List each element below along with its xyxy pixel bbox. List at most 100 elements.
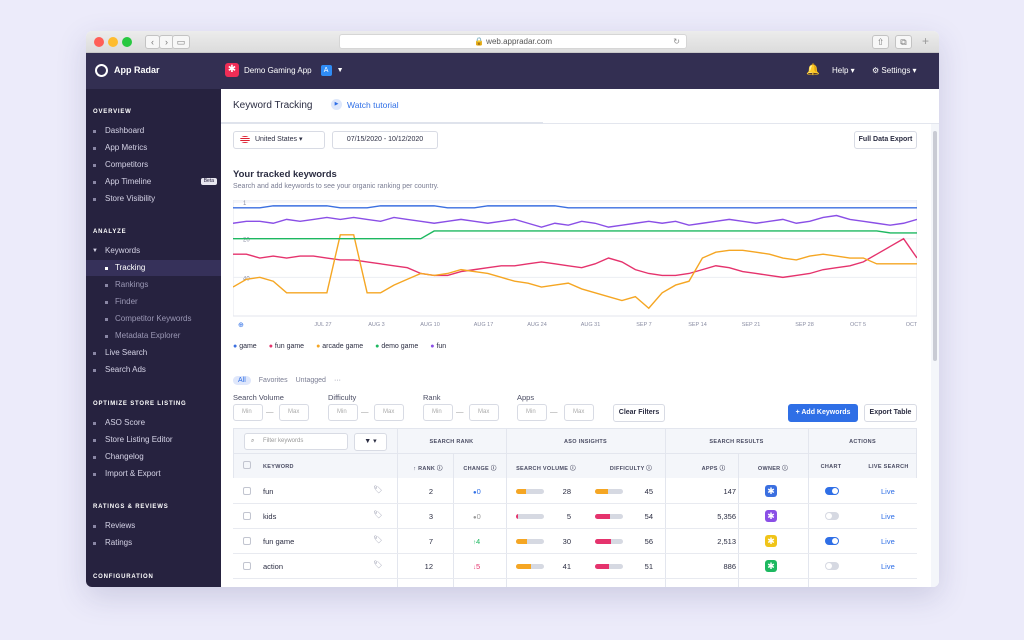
rank-max[interactable]: Max	[469, 404, 499, 421]
country-selector[interactable]: United States ▾	[233, 131, 325, 149]
difficulty-min[interactable]: Min	[328, 404, 358, 421]
series-line-fun-game[interactable]	[233, 237, 917, 279]
owner-app-icon[interactable]: ✱	[765, 485, 777, 497]
col-keyword[interactable]: KEYWORD	[263, 464, 294, 470]
row-checkbox[interactable]	[243, 537, 251, 545]
new-tab-icon[interactable]: +	[922, 34, 930, 48]
sidebar-item-metadata-explorer[interactable]: Metadata Explorer	[86, 328, 221, 344]
sidebar-item-store-listing-editor[interactable]: Store Listing Editor	[86, 432, 221, 448]
reload-icon[interactable]: ↻	[673, 37, 680, 46]
sidebar-item-changelog[interactable]: Changelog	[86, 449, 221, 465]
tab-favorites[interactable]: Favorites	[258, 377, 288, 384]
tag-icon[interactable]: 🏷	[373, 560, 383, 569]
sidebar-item-competitor-keywords[interactable]: Competitor Keywords	[86, 311, 221, 327]
table-row[interactable]: action 🏷 12 ↓5 41 51 886 ✱ Live	[233, 554, 917, 579]
owner-app-icon[interactable]: ✱	[765, 560, 777, 572]
sidebar-item-app-timeline[interactable]: App Timeline Beta	[86, 174, 221, 190]
col-chart: CHART	[820, 464, 842, 470]
sidebar-item-reviews[interactable]: Reviews	[86, 518, 221, 534]
row-checkbox[interactable]	[243, 512, 251, 520]
sidebar-item-aso-score[interactable]: ASO Score	[86, 415, 221, 431]
sidebar-item-competitors[interactable]: Competitors	[86, 157, 221, 173]
apps-min[interactable]: Min	[517, 404, 547, 421]
sidebar-item-rankings[interactable]: Rankings	[86, 277, 221, 293]
watch-tutorial-link[interactable]: ▶ Watch tutorial	[331, 99, 399, 110]
col-apps[interactable]: APPS ⓘ	[701, 466, 726, 472]
legend-item[interactable]: ● fun	[430, 343, 446, 350]
tab-more[interactable]: ···	[333, 377, 341, 384]
zoom-icon[interactable]: ⊕	[238, 322, 244, 329]
col-search-volume[interactable]: SEARCH VOLUME ⓘ	[516, 466, 576, 472]
table-row[interactable]: fun 🏷 2 ●0 28 45 147 ✱ Live	[233, 479, 917, 504]
tag-icon[interactable]: 🏷	[373, 510, 383, 519]
table-row[interactable]: fun game 🏷 7 ↑4 30 56 2,513 ✱ Live	[233, 529, 917, 554]
export-table-button[interactable]: Export Table	[864, 404, 917, 422]
legend-item[interactable]: ● demo game	[375, 343, 418, 350]
tag-icon[interactable]: 🏷	[373, 535, 383, 544]
live-search-link[interactable]: Live	[881, 562, 895, 571]
col-change[interactable]: CHANGE ⓘ	[463, 466, 497, 472]
owner-app-icon[interactable]: ✱	[765, 510, 777, 522]
legend-item[interactable]: ● fun game	[269, 343, 304, 350]
minimize-window-button[interactable]	[108, 37, 118, 47]
search-volume-min[interactable]: Min	[233, 404, 263, 421]
series-line-arcade-game[interactable]	[233, 234, 917, 310]
filter-keywords-input[interactable]: ⌕ Filter keywords	[244, 433, 348, 450]
sidebar-item-live-search[interactable]: Live Search	[86, 345, 221, 361]
back-button[interactable]: ‹	[145, 35, 160, 49]
sidebar-toggle-icon[interactable]: ▭	[172, 35, 190, 49]
col-difficulty[interactable]: DIFFICULTY ⓘ	[609, 466, 653, 472]
sidebar-item-import-export[interactable]: Import & Export	[86, 466, 221, 482]
live-search-link[interactable]: Live	[881, 487, 895, 496]
settings-menu[interactable]: ⚙ Settings ▾	[872, 66, 917, 75]
series-line-fun[interactable]	[233, 214, 917, 228]
select-all-checkbox[interactable]	[243, 461, 251, 469]
clear-filters-button[interactable]: Clear Filters	[613, 404, 665, 422]
sidebar-item-finder[interactable]: Finder	[86, 294, 221, 310]
col-owner[interactable]: OWNER ⓘ	[757, 466, 789, 472]
chart-toggle[interactable]	[825, 487, 839, 495]
legend-item[interactable]: ● arcade game	[316, 343, 363, 350]
close-window-button[interactable]	[94, 37, 104, 47]
chart-toggle[interactable]	[825, 512, 839, 520]
sidebar-item-search-ads[interactable]: Search Ads	[86, 362, 221, 378]
sidebar-item-store-visibility[interactable]: Store Visibility	[86, 191, 221, 207]
owner-app-icon[interactable]: ✱	[765, 535, 777, 547]
difficulty-max[interactable]: Max	[374, 404, 404, 421]
live-search-link[interactable]: Live	[881, 512, 895, 521]
search-volume-max[interactable]: Max	[279, 404, 309, 421]
series-line-demo-game[interactable]	[233, 230, 917, 240]
rank-min[interactable]: Min	[423, 404, 453, 421]
app-selector[interactable]: ✱ Demo Gaming App A ▼	[225, 63, 344, 77]
share-icon[interactable]: ⇧	[872, 35, 889, 49]
tabs-icon[interactable]: ⧉	[895, 35, 912, 49]
address-bar[interactable]: 🔒 web.appradar.com ↻	[339, 34, 687, 49]
sidebar-item-tracking[interactable]: Tracking	[86, 260, 221, 276]
help-menu[interactable]: Help ▾	[832, 66, 855, 75]
add-keywords-button[interactable]: + Add Keywords	[788, 404, 858, 422]
date-range-picker[interactable]: 07/15/2020 - 10/12/2020	[332, 131, 438, 149]
sidebar-item-keywords[interactable]: ▼ Keywords	[86, 243, 221, 259]
sidebar-item-dashboard[interactable]: Dashboard	[86, 123, 221, 139]
row-checkbox[interactable]	[243, 487, 251, 495]
legend-item[interactable]: ● game	[233, 343, 257, 350]
tab-all[interactable]: All	[233, 376, 251, 385]
scrollbar[interactable]	[933, 131, 937, 361]
tab-untagged[interactable]: Untagged	[295, 377, 326, 384]
series-line-game[interactable]	[233, 205, 917, 209]
sidebar-item-app-metrics[interactable]: App Metrics	[86, 140, 221, 156]
notifications-bell-icon[interactable]: 🔔	[806, 64, 820, 76]
chart-toggle[interactable]	[825, 537, 839, 545]
apps-max[interactable]: Max	[564, 404, 594, 421]
row-checkbox[interactable]	[243, 562, 251, 570]
full-data-export-button[interactable]: Full Data Export	[854, 131, 917, 149]
live-search-link[interactable]: Live	[881, 537, 895, 546]
table-row[interactable]: kids 🏷 3 ●0 5 54 5,356 ✱ Live	[233, 504, 917, 529]
tag-icon[interactable]: 🏷	[373, 485, 383, 494]
sidebar-item-ratings[interactable]: Ratings	[86, 535, 221, 551]
col-rank[interactable]: ↑ RANK ⓘ	[413, 466, 443, 472]
maximize-window-button[interactable]	[122, 37, 132, 47]
filter-dropdown-button[interactable]: ▼ ▾	[354, 433, 387, 451]
chart-toggle[interactable]	[825, 562, 839, 570]
